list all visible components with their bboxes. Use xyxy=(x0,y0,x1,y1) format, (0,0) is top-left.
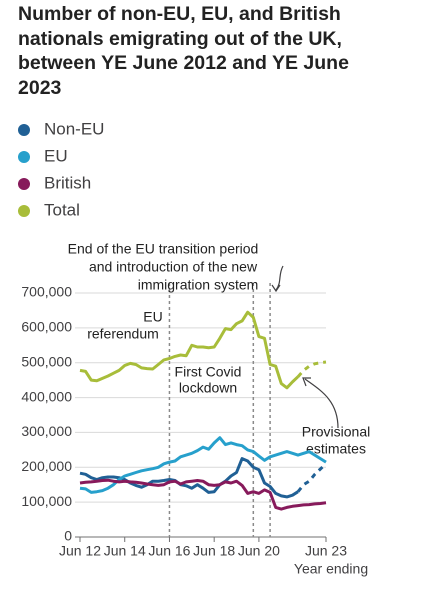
arrow xyxy=(275,265,284,291)
y-tick-label: 500,000 xyxy=(21,353,72,369)
y-tick-label: 600,000 xyxy=(21,319,72,335)
x-tick-label: Jun 14 xyxy=(104,543,146,559)
legend-marker xyxy=(18,178,30,190)
y-tick-label: 300,000 xyxy=(21,423,72,439)
legend-marker xyxy=(18,151,30,163)
series-line xyxy=(79,457,299,499)
legend-marker xyxy=(18,124,30,136)
y-tick-label: 100,000 xyxy=(21,493,72,509)
series-line xyxy=(79,436,327,494)
series-line-provisional xyxy=(296,360,327,378)
y-tick-label: 0 xyxy=(64,528,72,544)
chart-title: Number of non-EU, EU, and British nation… xyxy=(18,3,349,99)
legend-label: EU xyxy=(44,146,68,165)
annotation: EU xyxy=(143,309,162,325)
annotation: estimates xyxy=(306,441,366,457)
annotation: First Covid xyxy=(175,364,242,380)
x-tick-label: Jun 16 xyxy=(148,543,190,559)
legend-label: Non-EU xyxy=(44,119,104,138)
x-tick-label: Jun 12 xyxy=(59,543,101,559)
annotation: lockdown xyxy=(179,380,237,396)
series-line xyxy=(79,310,300,390)
legend-label: Total xyxy=(44,200,80,219)
y-tick-label: 400,000 xyxy=(21,388,72,404)
arrow xyxy=(304,378,339,429)
x-tick-label: Jun 23 xyxy=(305,543,347,559)
y-tick-label: 200,000 xyxy=(21,458,72,474)
x-axis-label: Year ending xyxy=(294,561,368,577)
series-line-provisional xyxy=(296,462,328,493)
annotation: referendum xyxy=(87,326,159,342)
annotation: and introduction of the new xyxy=(89,259,258,275)
series-line xyxy=(79,478,327,511)
arrow-head xyxy=(271,284,281,293)
annotation: End of the EU transition period xyxy=(68,241,259,257)
x-tick-label: Jun 18 xyxy=(193,543,235,559)
arrow-head xyxy=(302,377,311,387)
legend-label: British xyxy=(44,173,91,192)
legend-marker xyxy=(18,205,30,217)
y-tick-label: 700,000 xyxy=(21,284,72,300)
annotation: immigration system xyxy=(138,277,259,293)
x-tick-label: Jun 20 xyxy=(238,543,280,559)
annotation: Provisional xyxy=(302,424,370,440)
